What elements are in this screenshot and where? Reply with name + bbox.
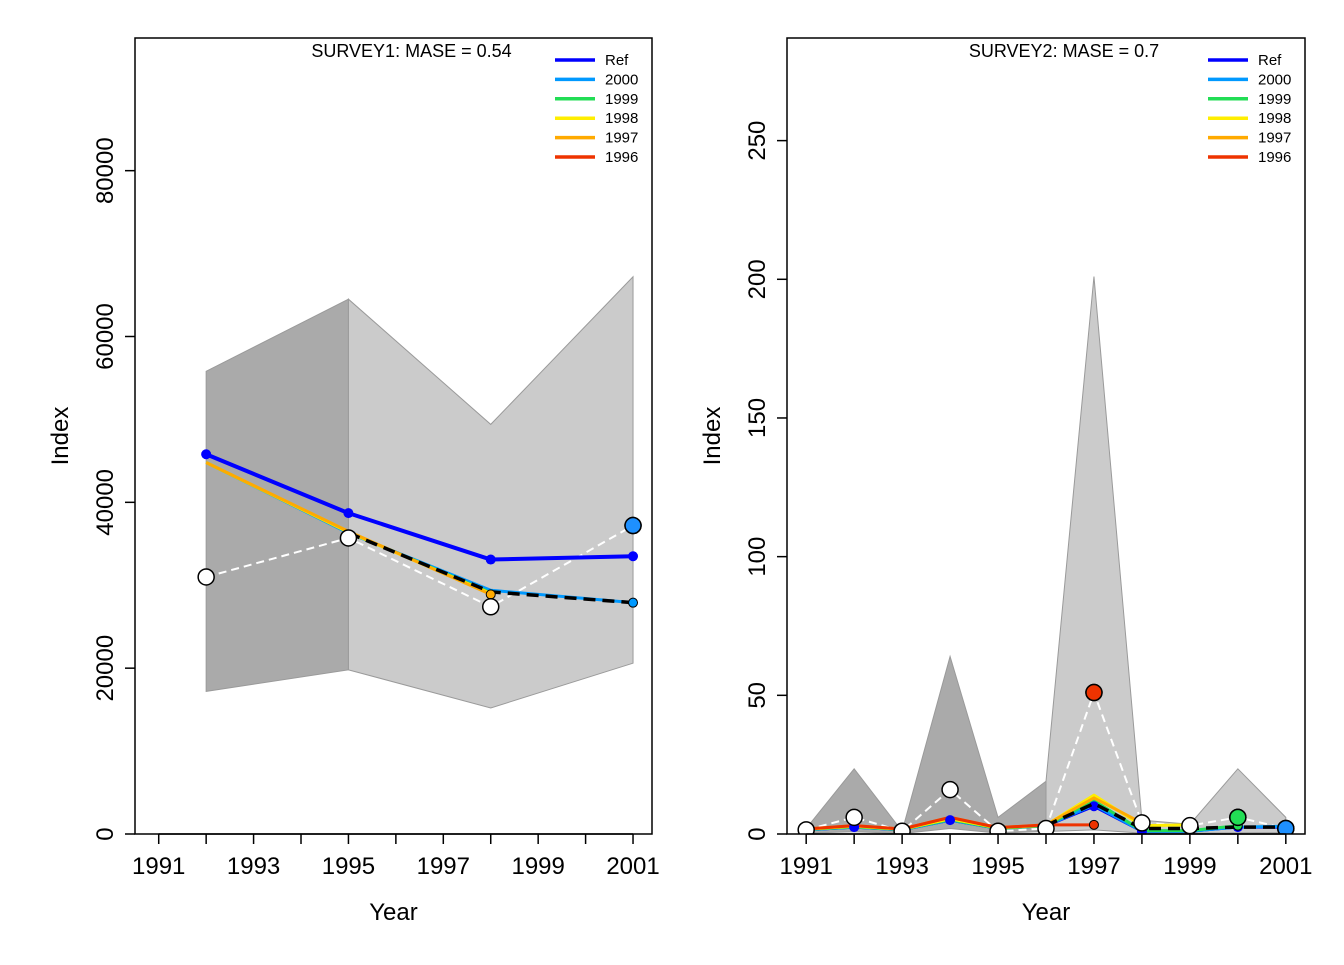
confidence-band-2	[1045, 276, 1287, 834]
y-tick-label: 250	[744, 121, 771, 161]
observed-point-highlight	[1229, 808, 1247, 827]
observed-point	[1133, 814, 1151, 832]
x-tick-label: 1995	[971, 853, 1024, 880]
x-tick-label: 1999	[1163, 853, 1216, 880]
legend-label: 1998	[1258, 110, 1291, 127]
legend-label: 1997	[1258, 130, 1291, 147]
peel-end-point	[1088, 819, 1099, 830]
legend-label: 1997	[605, 130, 638, 147]
observed-line	[205, 524, 634, 608]
x-tick-label: 1997	[417, 853, 470, 880]
y-axis-title: Index	[47, 407, 74, 466]
panel-2: 1991 1993 1995 1997 1999 2001 0 50 100 150 200 250 Y…	[699, 37, 1313, 926]
observed-point	[941, 780, 959, 799]
panel-title: SURVEY1: MASE = 0.54	[311, 41, 511, 61]
observed-point	[197, 568, 215, 586]
observed-point	[1181, 816, 1199, 834]
y-tick-label: 0	[92, 827, 119, 840]
plot-area	[797, 276, 1295, 834]
y-tick-label: 50	[744, 682, 771, 709]
x-tick-label: 1995	[322, 853, 375, 880]
x-tick-label: 1993	[875, 853, 928, 880]
legend-label: 1999	[1258, 91, 1291, 108]
y-tick-label: 40000	[92, 469, 119, 536]
observed-point	[893, 822, 911, 834]
x-tick-label: 1997	[1067, 853, 1120, 880]
y-axis-title: Index	[699, 407, 726, 466]
observed-point-highlight	[1277, 819, 1295, 834]
observed-point-highlight	[624, 516, 642, 535]
series-line-ref	[205, 452, 634, 562]
ref-point	[201, 449, 212, 460]
y-tick-label: 150	[744, 398, 771, 438]
ref-point	[628, 551, 639, 562]
observed-point	[339, 529, 358, 547]
legend-label: 2000	[1258, 71, 1291, 88]
x-axis-title: Year	[1022, 899, 1071, 926]
peel-end-point	[628, 597, 639, 608]
ref-point	[485, 554, 496, 565]
x-tick-label: 1991	[132, 853, 185, 880]
x-tick-label: 2001	[606, 853, 659, 880]
ref-point	[1088, 801, 1099, 812]
legend-label: 1998	[605, 110, 638, 127]
y-tick-label: 60000	[92, 303, 119, 370]
observed-point	[1037, 819, 1055, 834]
plot-area	[197, 275, 642, 709]
ref-point	[343, 508, 354, 519]
x-tick-label: 1999	[511, 853, 564, 880]
x-tick-label: 2001	[1259, 853, 1312, 880]
ref-point	[945, 815, 956, 826]
x-tick-label: 1991	[779, 853, 832, 880]
observed-point	[989, 822, 1007, 834]
y-tick-label: 100	[744, 537, 771, 577]
y-tick-label: 20000	[92, 635, 119, 702]
legend-label: 1996	[1258, 149, 1291, 166]
legend-label: 1999	[605, 91, 638, 108]
confidence-band-2	[347, 275, 634, 709]
legend-label: 1996	[605, 149, 638, 166]
legend-label: Ref	[1258, 52, 1282, 69]
observed-point-highlight	[1085, 683, 1103, 702]
y-tick-label: 0	[744, 827, 771, 840]
retro-dashed-line	[1045, 801, 1286, 831]
panel-1: 1991 1993 1995 1997 1999 2001 0 20000 40000 60000…	[47, 37, 660, 926]
legend-label: Ref	[605, 52, 629, 69]
peel-end-point	[485, 589, 496, 600]
y-tick-label: 200	[744, 259, 771, 299]
confidence-band-1	[805, 654, 1047, 834]
panel-title: SURVEY2: MASE = 0.7	[969, 41, 1159, 61]
y-tick-label: 80000	[92, 137, 119, 204]
observed-point	[845, 808, 863, 827]
x-tick-label: 1993	[227, 853, 280, 880]
legend-label: 2000	[605, 71, 638, 88]
observed-point	[481, 598, 500, 616]
observed-point	[797, 821, 815, 834]
x-axis-title: Year	[369, 899, 418, 926]
